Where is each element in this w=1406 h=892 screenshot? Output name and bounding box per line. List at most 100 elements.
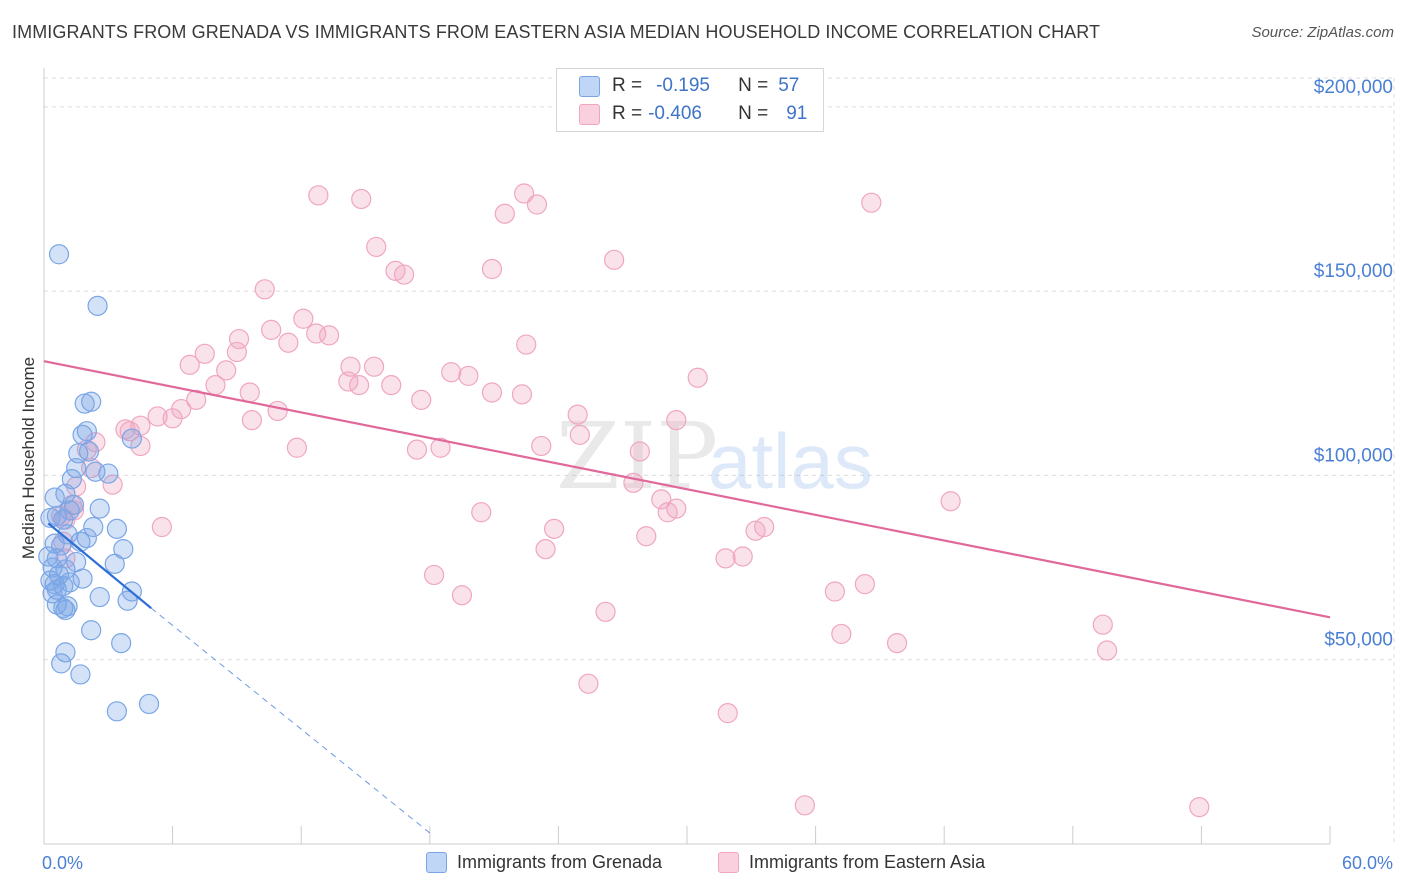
point-eastern-asia [363,356,385,377]
point-grenada [87,295,108,316]
point-grenada [74,393,95,414]
point-eastern-asia [162,408,183,429]
point-grenada [106,518,127,539]
point-eastern-asia [636,526,657,547]
point-grenada [61,469,82,490]
bottom-swatch-eastern-asia [718,852,739,873]
point-eastern-asia [526,194,548,215]
point-eastern-asia [451,585,473,606]
point-eastern-asia [481,382,503,403]
legend-r-label: R = [612,103,643,124]
bottom-legend-eastern-asia: Immigrants from Eastern Asia [718,852,985,873]
points-eastern-asia [51,183,1210,818]
point-eastern-asia [666,498,687,519]
point-eastern-asia [194,343,215,364]
point-eastern-asia [147,406,168,427]
point-grenada [70,664,91,685]
legend-n-label: N = [738,75,769,96]
stats-legend: R = -0.195 N = 57 R = -0.406 N = 91 [556,68,824,132]
point-eastern-asia [293,308,314,329]
trend-lines [43,360,1331,834]
trend-line-eastern-asia [43,360,1331,619]
point-grenada [53,575,74,597]
point-eastern-asia [406,439,428,460]
point-eastern-asia [286,437,308,458]
bottom-swatch-grenada [426,852,447,873]
point-eastern-asia [666,410,687,431]
point-eastern-asia [102,474,123,495]
point-eastern-asia [940,491,961,512]
point-eastern-asia [348,375,370,396]
point-grenada [78,441,100,462]
point-eastern-asia [241,410,263,431]
point-eastern-asia [595,601,616,622]
chart-title: IMMIGRANTS FROM GRENADA VS IMMIGRANTS FR… [12,22,1101,42]
point-eastern-asia [351,188,372,210]
point-eastern-asia [130,435,151,457]
x-tick-label-max: 60.0% [1342,853,1393,873]
point-eastern-asia [308,185,329,206]
legend-n-label: N = [738,103,769,124]
point-eastern-asia [511,384,533,405]
point-eastern-asia [578,673,599,694]
point-eastern-asia [824,581,845,602]
point-eastern-asia [179,354,200,375]
bottom-legend-grenada-label: Immigrants from Grenada [457,852,663,872]
axes [43,68,1331,845]
point-grenada [51,535,72,556]
point-eastern-asia [794,795,815,816]
point-grenada [40,507,61,528]
point-grenada [66,457,87,479]
point-eastern-asia [381,375,402,396]
point-eastern-asia [267,400,288,422]
point-eastern-asia [216,360,237,381]
point-grenada [68,443,89,464]
point-eastern-asia [228,328,250,350]
watermark-atlas: atlas [708,417,873,505]
bottom-legend-grenada: Immigrants from Grenada [426,852,662,873]
point-eastern-asia [393,264,415,285]
legend-row-eastern-asia: R = -0.406 N = 91 [579,101,807,127]
point-eastern-asia [340,356,361,377]
point-eastern-asia [254,279,275,300]
point-grenada [55,483,76,504]
point-grenada [72,568,93,589]
point-grenada [85,461,106,482]
point-eastern-asia [411,389,432,410]
point-grenada [106,701,127,722]
bottom-legend-eastern-asia-label: Immigrants from Eastern Asia [749,852,986,872]
legend-swatch-grenada [579,75,600,97]
tick-labels: $200,000 $150,000 $100,000 $50,000 0.0% 60.0% [42,77,1393,873]
legend-r-value: -0.195 [656,75,710,96]
point-grenada [81,620,102,641]
trend-line-grenada [47,522,152,609]
point-eastern-asia [239,382,260,403]
point-grenada [44,487,65,508]
point-grenada [76,527,97,549]
point-eastern-asia [567,404,588,425]
y-tick-label: $150,000 [1314,261,1393,282]
point-grenada [117,590,138,611]
point-grenada [51,653,72,674]
point-eastern-asia [1189,797,1210,818]
point-eastern-asia [687,367,708,388]
point-grenada [89,498,110,519]
legend-r-label: R = [612,75,643,96]
point-eastern-asia [569,424,590,445]
point-eastern-asia [318,325,340,346]
point-eastern-asia [531,435,552,457]
point-eastern-asia [629,441,650,462]
point-grenada [55,642,76,663]
point-eastern-asia [458,365,479,387]
y-tick-label: $200,000 [1314,77,1393,98]
legend-swatch-eastern-asia [579,103,600,125]
legend-n-value: 91 [786,103,808,124]
point-eastern-asia [1092,614,1113,635]
point-eastern-asia [278,332,299,353]
point-eastern-asia [516,334,537,355]
point-eastern-asia [651,489,672,510]
point-eastern-asia [423,564,445,586]
point-eastern-asia [306,323,327,344]
y-axis-label: Median Household Income [19,357,38,559]
